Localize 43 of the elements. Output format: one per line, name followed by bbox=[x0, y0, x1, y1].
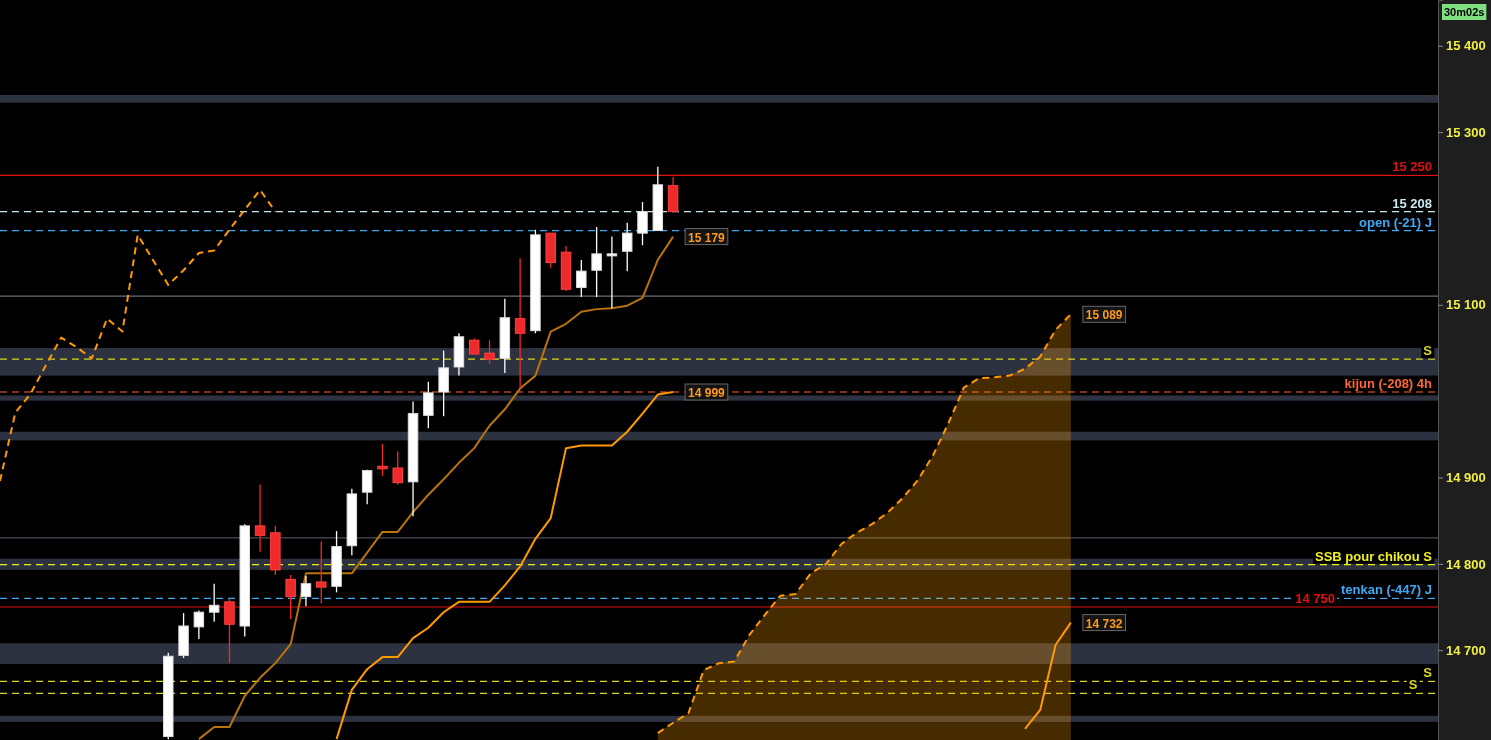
y-tick-label: 14 800 bbox=[1446, 556, 1486, 572]
candlestick bbox=[254, 483, 266, 553]
ref-line-label: 15 208 bbox=[1392, 195, 1432, 211]
candlestick bbox=[514, 257, 526, 390]
ref-line-label: S bbox=[1408, 677, 1418, 693]
data-label: 15 179 bbox=[688, 230, 726, 245]
candlestick bbox=[208, 583, 220, 623]
candlestick bbox=[377, 443, 388, 477]
candlestick bbox=[637, 201, 648, 246]
y-tick-label: 14 700 bbox=[1446, 642, 1486, 658]
candlestick bbox=[361, 469, 373, 505]
ref-line-label: tenkan (-447) J bbox=[1340, 582, 1432, 598]
candlestick bbox=[576, 259, 587, 298]
text: 30m02s bbox=[1444, 6, 1485, 18]
ref-line-label: SSB pour chikou S bbox=[1314, 548, 1433, 564]
y-tick-label: 15 300 bbox=[1446, 124, 1486, 140]
candlestick bbox=[285, 574, 296, 620]
ref-line-label: kijun (-208) 4h bbox=[1344, 376, 1433, 392]
line-series bbox=[335, 391, 675, 740]
line-series bbox=[0, 188, 277, 482]
line-series bbox=[1023, 621, 1072, 730]
candlestick bbox=[193, 609, 205, 640]
ref-line-label: S bbox=[1423, 665, 1433, 681]
candlestick bbox=[606, 235, 618, 309]
data-label: 14 732 bbox=[1085, 616, 1123, 631]
ref-line-label: open (-21) J bbox=[1359, 214, 1432, 230]
candlestick bbox=[300, 575, 312, 607]
ref-line-label: S bbox=[1423, 343, 1433, 359]
data-label: 14 999 bbox=[688, 386, 726, 401]
ref-line-label: 14 750 bbox=[1295, 591, 1335, 607]
candlestick bbox=[392, 450, 403, 486]
candlestick bbox=[591, 226, 602, 298]
candlestick bbox=[621, 222, 633, 272]
data-label: 15 089 bbox=[1085, 308, 1123, 323]
line-series bbox=[197, 235, 675, 740]
y-tick-label: 15 400 bbox=[1446, 38, 1486, 54]
ref-line-label: 15 250 bbox=[1392, 159, 1432, 175]
candlestick bbox=[224, 597, 235, 664]
candlestick bbox=[316, 540, 327, 605]
y-tick-label: 14 900 bbox=[1446, 470, 1486, 486]
candlestick bbox=[484, 339, 495, 365]
candlestick bbox=[423, 381, 434, 429]
y-tick-label: 15 100 bbox=[1446, 297, 1486, 313]
